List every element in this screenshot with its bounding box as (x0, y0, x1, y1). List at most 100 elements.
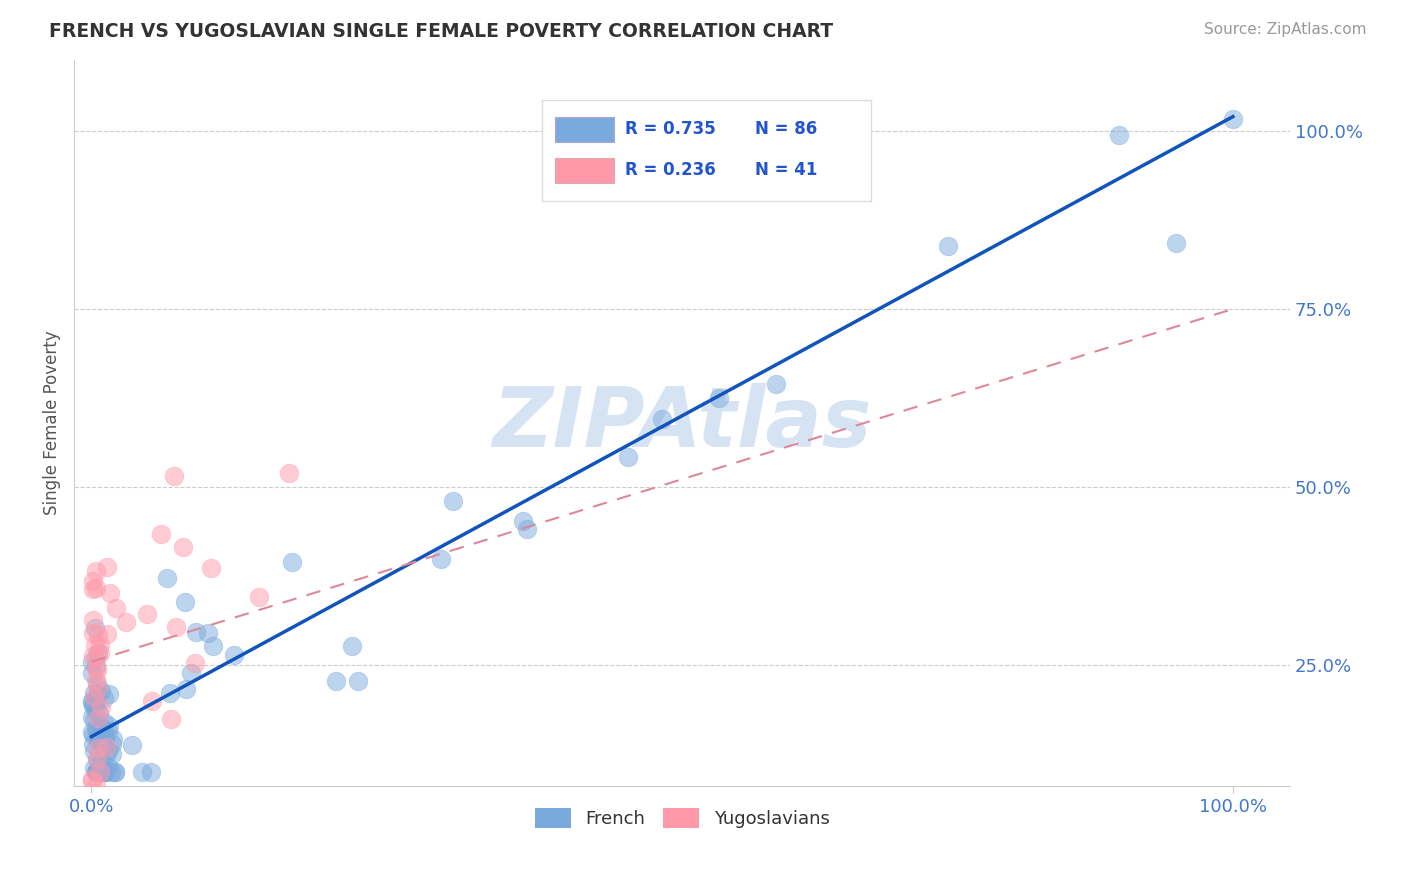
Point (651, 412, 673, 426)
Point (82, 725, 104, 739)
Point (429, 551, 451, 566)
Point (936, 239, 959, 253)
Point (86, 765, 108, 780)
Point (617, 450, 640, 464)
Point (90, 720, 112, 734)
Point (86, 765, 108, 780)
Point (103, 765, 125, 780)
Point (346, 674, 368, 689)
Point (325, 673, 347, 688)
Point (121, 738, 143, 752)
Point (83, 744, 105, 758)
Point (84, 649, 107, 664)
Point (87, 646, 110, 660)
Text: Source: ZipAtlas.com: Source: ZipAtlas.com (1204, 22, 1367, 37)
Point (83, 686, 105, 700)
Point (247, 590, 270, 604)
Point (180, 666, 202, 681)
Point (87, 686, 110, 700)
Point (91, 739, 114, 753)
Text: R = 0.236: R = 0.236 (626, 161, 716, 179)
Point (87, 732, 110, 747)
Point (86, 661, 108, 675)
FancyBboxPatch shape (554, 159, 614, 183)
Point (136, 607, 159, 622)
Point (1222, 112, 1244, 127)
Point (83, 761, 105, 775)
Point (80, 655, 103, 669)
Point (441, 494, 464, 508)
Point (94, 765, 117, 780)
Text: R = 0.735: R = 0.735 (626, 120, 716, 137)
Point (89, 725, 111, 739)
Point (765, 377, 787, 392)
Point (82, 574, 104, 588)
Point (86, 681, 108, 695)
Point (184, 625, 207, 640)
Point (174, 681, 197, 696)
Point (84, 638, 107, 652)
Point (84, 673, 107, 688)
Point (87, 706, 110, 720)
Point (200, 560, 222, 574)
Y-axis label: Single Female Poverty: Single Female Poverty (44, 331, 60, 516)
Point (82, 698, 104, 713)
Point (709, 391, 731, 405)
Point (97, 744, 120, 758)
Point (94, 731, 117, 746)
Point (141, 694, 163, 708)
Point (89, 646, 111, 660)
Point (90, 765, 112, 780)
Point (101, 738, 124, 752)
Point (96, 723, 118, 738)
Text: N = 41: N = 41 (755, 161, 817, 179)
Text: ZIPAtlas: ZIPAtlas (492, 383, 872, 464)
Point (278, 466, 301, 480)
Point (87, 628, 110, 642)
Point (160, 712, 183, 726)
Point (80, 694, 103, 708)
Point (224, 648, 246, 663)
Point (83, 690, 105, 705)
Point (86, 663, 108, 677)
Point (84, 765, 107, 780)
Point (96, 560, 118, 574)
Point (97, 759, 120, 773)
Point (83, 698, 105, 712)
Point (156, 571, 179, 585)
Point (86, 724, 108, 739)
Point (93, 765, 115, 780)
Point (84, 703, 107, 717)
Point (96, 627, 118, 641)
Point (197, 626, 219, 640)
FancyBboxPatch shape (554, 117, 614, 142)
Point (98, 586, 121, 600)
Point (86, 752, 108, 766)
Point (80, 695, 103, 709)
Point (82, 582, 104, 596)
Point (84, 721, 107, 735)
FancyBboxPatch shape (543, 100, 870, 202)
Point (280, 555, 302, 569)
Legend: French, Yugoslavians: French, Yugoslavians (527, 800, 837, 836)
Point (512, 514, 534, 528)
Point (90, 699, 112, 714)
Point (84, 621, 107, 635)
Point (90, 753, 112, 767)
Point (93, 714, 115, 729)
Point (93, 690, 115, 705)
Text: FRENCH VS YUGOSLAVIAN SINGLE FEMALE POVERTY CORRELATION CHART: FRENCH VS YUGOSLAVIAN SINGLE FEMALE POVE… (49, 22, 834, 41)
Point (80, 666, 103, 681)
Point (82, 648, 104, 663)
Point (86, 752, 108, 766)
Point (84, 657, 107, 672)
Point (86, 741, 108, 756)
Point (86, 765, 108, 780)
Point (87, 711, 110, 725)
Point (131, 765, 153, 780)
Point (516, 522, 538, 536)
Point (89, 765, 111, 780)
Point (1164, 235, 1187, 250)
Point (82, 613, 104, 627)
Point (94, 739, 117, 754)
